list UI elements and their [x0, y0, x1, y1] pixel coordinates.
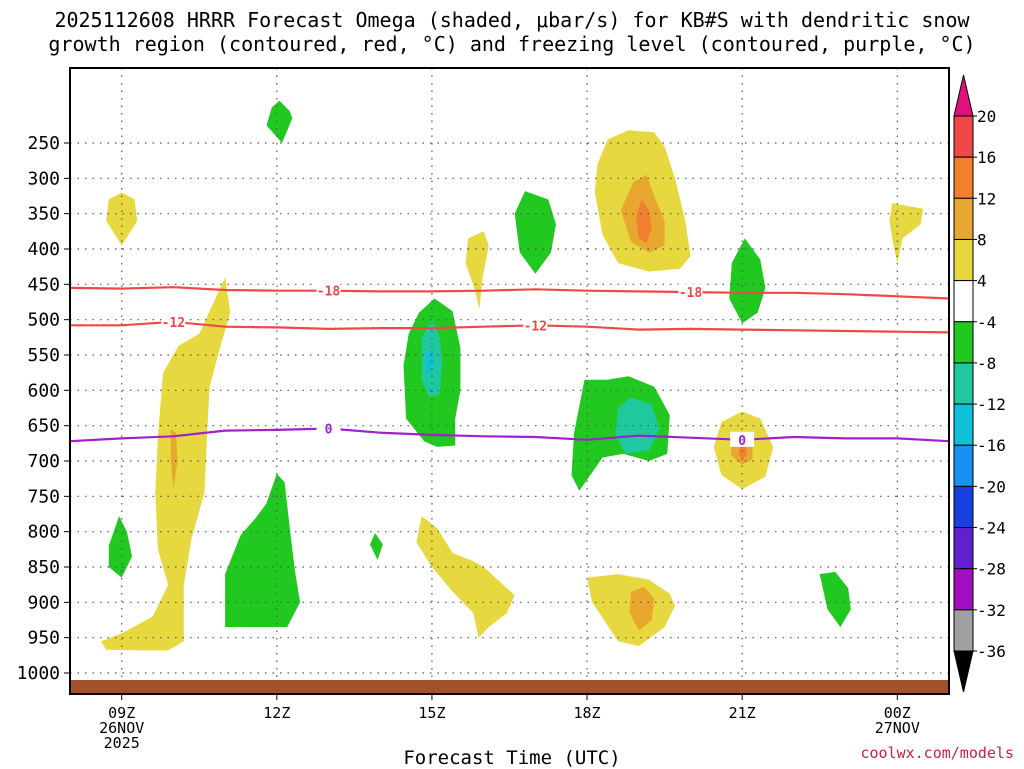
colorbar-label: 8 — [977, 230, 987, 249]
contour-label: -12 — [162, 316, 185, 331]
colorbar-bin — [953, 609, 974, 652]
colorbar-bin — [953, 403, 974, 446]
credit-link[interactable]: coolwx.com/models — [860, 744, 1014, 762]
omega-region-green-21z — [729, 238, 766, 324]
omega-region-green-12z-upper — [266, 100, 293, 143]
x-tick-label-21Z: 21Z — [729, 704, 756, 722]
colorbar-label: 12 — [977, 189, 996, 208]
y-tick-label-650: 650 — [27, 416, 60, 437]
colorbar-label: 20 — [977, 107, 996, 126]
colorbar-label: -24 — [977, 519, 1006, 538]
colorbar-bin — [953, 444, 974, 487]
colorbar-label: 16 — [977, 148, 996, 167]
colorbar-bin — [953, 321, 974, 364]
contour-label: 0 — [738, 434, 746, 449]
colorbar-bin — [953, 485, 974, 529]
plot-area — [70, 68, 949, 694]
x-tick-label-00Z: 00Z — [884, 704, 911, 722]
x-axis-title: Forecast Time (UTC) — [403, 747, 621, 769]
omega-region-orange-19z-core — [636, 199, 652, 244]
omega-region-gold-19z-low — [629, 586, 655, 631]
contour-0 — [70, 286, 949, 300]
colorbar-bin — [953, 527, 974, 570]
colorbar-label: -32 — [977, 601, 1006, 620]
y-tick-label-550: 550 — [27, 345, 60, 366]
colorbar-bottom-arrow — [953, 650, 974, 693]
x-tick-label-27NOV: 27NOV — [875, 719, 920, 737]
contour-label-bg — [316, 282, 341, 298]
colorbar-bin — [953, 115, 974, 158]
x-tick-label-09Z: 09Z — [108, 704, 135, 722]
omega-region-green-17z — [514, 191, 556, 274]
x-tick-label-26NOV: 26NOV — [99, 719, 144, 737]
x-tick-label-15Z: 15Z — [418, 704, 445, 722]
y-tick-label-750: 750 — [27, 486, 60, 507]
y-tick-label-950: 950 — [27, 628, 60, 649]
omega-region-orange-21z-core — [738, 444, 748, 460]
y-tick-label-250: 250 — [27, 133, 60, 154]
plot-frame — [69, 67, 950, 695]
y-tick-label-450: 450 — [27, 274, 60, 295]
chart-title-line1: 2025112608 HRRR Forecast Omega (shaded, … — [54, 8, 970, 32]
contour-label: -12 — [524, 319, 547, 334]
contour-label-bg — [316, 420, 341, 436]
colorbar-bin — [953, 280, 974, 323]
x-tick-label-2025: 2025 — [104, 734, 140, 752]
y-tick-label-500: 500 — [27, 310, 60, 331]
contour-2 — [70, 427, 949, 443]
omega-region-teal-18-19z — [615, 397, 660, 454]
ground-surface — [70, 680, 949, 694]
omega-region-yellow-24z — [889, 203, 924, 264]
y-tick-label-700: 700 — [27, 451, 60, 472]
colorbar-label: -28 — [977, 560, 1006, 579]
colorbar-bin — [953, 238, 974, 282]
colorbar-bin — [953, 362, 974, 405]
colorbar-bin — [953, 197, 974, 240]
colorbar-label: 4 — [977, 272, 987, 291]
colorbar-label: -4 — [977, 313, 996, 332]
colorbar-top-arrow — [953, 74, 974, 117]
colorbar-label: -36 — [977, 642, 1006, 661]
omega-region-green-23z — [819, 571, 851, 628]
omega-region-yellow-10z-tongue — [101, 277, 231, 651]
contour-label-bg — [523, 317, 548, 333]
contour-label: -18 — [679, 286, 703, 301]
contour-1 — [70, 320, 949, 334]
omega-region-yellow-15-16z-low — [416, 516, 515, 638]
colorbar-label: -20 — [977, 477, 1006, 496]
y-tick-label-300: 300 — [27, 168, 60, 189]
colorbar-label: -16 — [977, 436, 1006, 455]
omega-region-green-14z-speck — [369, 533, 383, 560]
y-tick-label-900: 900 — [27, 592, 60, 613]
colorbar-label: -8 — [977, 354, 996, 373]
y-tick-label-350: 350 — [27, 204, 60, 225]
omega-region-green-12z-low — [225, 473, 301, 628]
contour-label-bg — [730, 431, 755, 447]
y-tick-label-850: 850 — [27, 557, 60, 578]
y-tick-label-400: 400 — [27, 239, 60, 260]
colorbar-bin — [953, 156, 974, 199]
contour-label-bg — [161, 313, 186, 329]
x-tick-label-18Z: 18Z — [574, 704, 601, 722]
omega-region-yellow-15z-upper — [465, 231, 489, 310]
omega-region-gold-10z-streak — [170, 429, 178, 490]
contour-label-bg — [678, 284, 703, 300]
contour-label: -18 — [317, 285, 341, 300]
y-tick-label-1000: 1000 — [17, 663, 60, 684]
colorbar-bin — [953, 568, 974, 611]
x-tick-label-12Z: 12Z — [263, 704, 290, 722]
contour-label: 0 — [325, 422, 333, 437]
colorbar-label: -12 — [977, 395, 1006, 414]
chart-title-line2: growth region (contoured, red, °C) and f… — [48, 32, 976, 56]
omega-region-green-09z-low — [108, 516, 132, 578]
y-tick-label-600: 600 — [27, 380, 60, 401]
y-tick-label-800: 800 — [27, 522, 60, 543]
